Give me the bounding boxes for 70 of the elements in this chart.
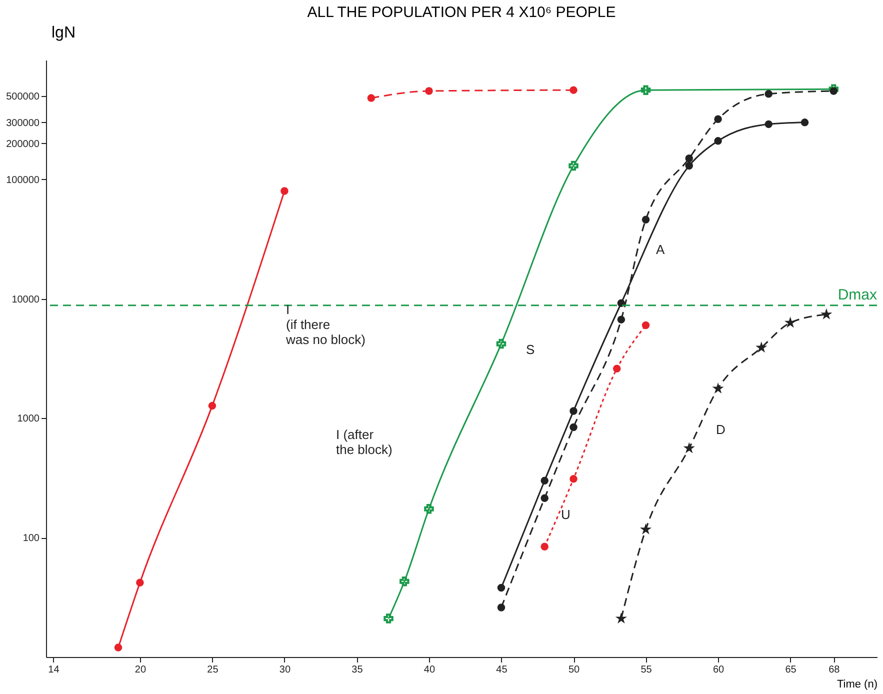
point (568, 160, 578, 171)
point (497, 584, 506, 592)
point (208, 402, 216, 410)
point (712, 382, 724, 394)
point (828, 84, 839, 94)
point (114, 644, 122, 652)
point (820, 308, 832, 320)
point (764, 120, 772, 128)
point (800, 118, 809, 126)
x-tick-label: 25 (207, 664, 219, 676)
annotation: A (656, 242, 665, 257)
annotation: D (716, 422, 726, 437)
x-tick-label: 20 (134, 664, 146, 676)
point (425, 87, 433, 95)
x-tick-label: 68 (828, 664, 840, 676)
point (612, 364, 621, 373)
y-tick-label: 100 (22, 533, 40, 544)
point (570, 86, 578, 94)
point (570, 407, 578, 415)
point (540, 542, 548, 551)
point (497, 604, 506, 612)
point (400, 576, 410, 586)
point (683, 442, 695, 454)
x-tick-label: 65 (785, 664, 797, 676)
y-tick-label: 1000 (17, 414, 40, 425)
point (756, 342, 768, 353)
y-tick-label: 10000 (12, 294, 40, 306)
point (496, 338, 506, 349)
point (640, 523, 652, 534)
point (570, 475, 578, 483)
x-tick-label: 14 (48, 664, 60, 676)
point (685, 162, 693, 170)
y-axis-title: lgN (52, 24, 76, 42)
annotation: S (526, 342, 535, 357)
point (617, 316, 626, 324)
y-tick-label: 100000 (6, 174, 40, 186)
point (367, 94, 376, 102)
y-tick-label: 200000 (6, 138, 40, 150)
point (136, 578, 144, 586)
ref-line-label: Dmax (838, 286, 878, 304)
point (640, 85, 651, 95)
point (714, 115, 722, 123)
point (714, 137, 722, 145)
annotation: I (if there was no block) (285, 302, 366, 347)
point (784, 316, 796, 328)
x-tick-label: 55 (640, 664, 652, 676)
x-tick-label: 60 (712, 664, 725, 676)
point (830, 87, 838, 95)
point (764, 90, 772, 98)
point (642, 216, 650, 224)
point (642, 321, 650, 330)
y-tick-label: 500000 (6, 91, 40, 102)
y-tick-label: 300000 (6, 118, 40, 129)
annotation: I (after the block) (336, 427, 392, 457)
point (570, 423, 578, 432)
x-tick-label: 35 (352, 664, 364, 676)
x-axis-title: Time (n) (836, 678, 878, 690)
point (280, 187, 288, 195)
point (384, 614, 394, 624)
x-tick-label: 50 (568, 664, 580, 676)
x-tick-label: 45 (496, 664, 508, 676)
annotation: U (561, 507, 570, 522)
point (540, 494, 548, 502)
point (685, 154, 693, 162)
x-tick-label: 30 (279, 664, 291, 676)
point (615, 612, 628, 624)
point (540, 476, 548, 484)
x-tick-label: 40 (424, 664, 436, 676)
chart-title: ALL THE POPULATION PER 4 X10⁶ PEOPLE (307, 4, 616, 21)
point (424, 504, 434, 514)
